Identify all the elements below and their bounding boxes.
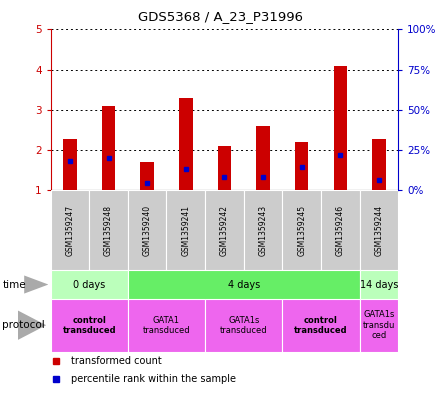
Bar bbox=[51, 190, 89, 270]
Text: GSM1359245: GSM1359245 bbox=[297, 204, 306, 256]
Bar bbox=[128, 299, 205, 352]
Bar bbox=[205, 299, 282, 352]
Bar bbox=[334, 66, 347, 190]
Text: GATA1
transduced: GATA1 transduced bbox=[143, 316, 190, 335]
Bar bbox=[179, 98, 193, 190]
Bar bbox=[295, 142, 308, 190]
Text: 0 days: 0 days bbox=[73, 279, 105, 290]
Polygon shape bbox=[18, 310, 46, 340]
Text: GDS5368 / A_23_P31996: GDS5368 / A_23_P31996 bbox=[138, 10, 303, 23]
Text: percentile rank within the sample: percentile rank within the sample bbox=[71, 375, 236, 384]
Text: GATA1s
transdu
ced: GATA1s transdu ced bbox=[363, 310, 395, 340]
Bar bbox=[128, 190, 166, 270]
Bar bbox=[256, 126, 270, 190]
Text: GSM1359241: GSM1359241 bbox=[181, 205, 190, 255]
Text: protocol: protocol bbox=[2, 320, 45, 330]
Text: GSM1359240: GSM1359240 bbox=[143, 204, 152, 256]
Bar bbox=[63, 138, 77, 190]
Text: control
transduced: control transduced bbox=[294, 316, 348, 335]
Text: 14 days: 14 days bbox=[360, 279, 398, 290]
Polygon shape bbox=[24, 275, 48, 294]
Bar bbox=[128, 270, 359, 299]
Text: GSM1359244: GSM1359244 bbox=[374, 204, 383, 256]
Bar bbox=[218, 146, 231, 190]
Bar bbox=[102, 106, 115, 190]
Text: GSM1359243: GSM1359243 bbox=[259, 204, 268, 256]
Bar bbox=[372, 138, 385, 190]
Bar bbox=[51, 270, 128, 299]
Text: 4 days: 4 days bbox=[227, 279, 260, 290]
Bar bbox=[51, 299, 128, 352]
Text: time: time bbox=[2, 279, 26, 290]
Bar bbox=[282, 299, 359, 352]
Text: control
transduced: control transduced bbox=[62, 316, 116, 335]
Bar bbox=[244, 190, 282, 270]
Text: GATA1s
transduced: GATA1s transduced bbox=[220, 316, 268, 335]
Text: GSM1359248: GSM1359248 bbox=[104, 205, 113, 255]
Bar bbox=[359, 270, 398, 299]
Text: GSM1359246: GSM1359246 bbox=[336, 204, 345, 256]
Bar bbox=[166, 190, 205, 270]
Bar bbox=[359, 190, 398, 270]
Bar bbox=[282, 190, 321, 270]
Bar bbox=[205, 190, 244, 270]
Bar bbox=[140, 162, 154, 190]
Bar bbox=[359, 299, 398, 352]
Bar bbox=[89, 190, 128, 270]
Text: transformed count: transformed count bbox=[71, 356, 162, 366]
Text: GSM1359247: GSM1359247 bbox=[66, 204, 74, 256]
Text: GSM1359242: GSM1359242 bbox=[220, 205, 229, 255]
Bar bbox=[321, 190, 359, 270]
